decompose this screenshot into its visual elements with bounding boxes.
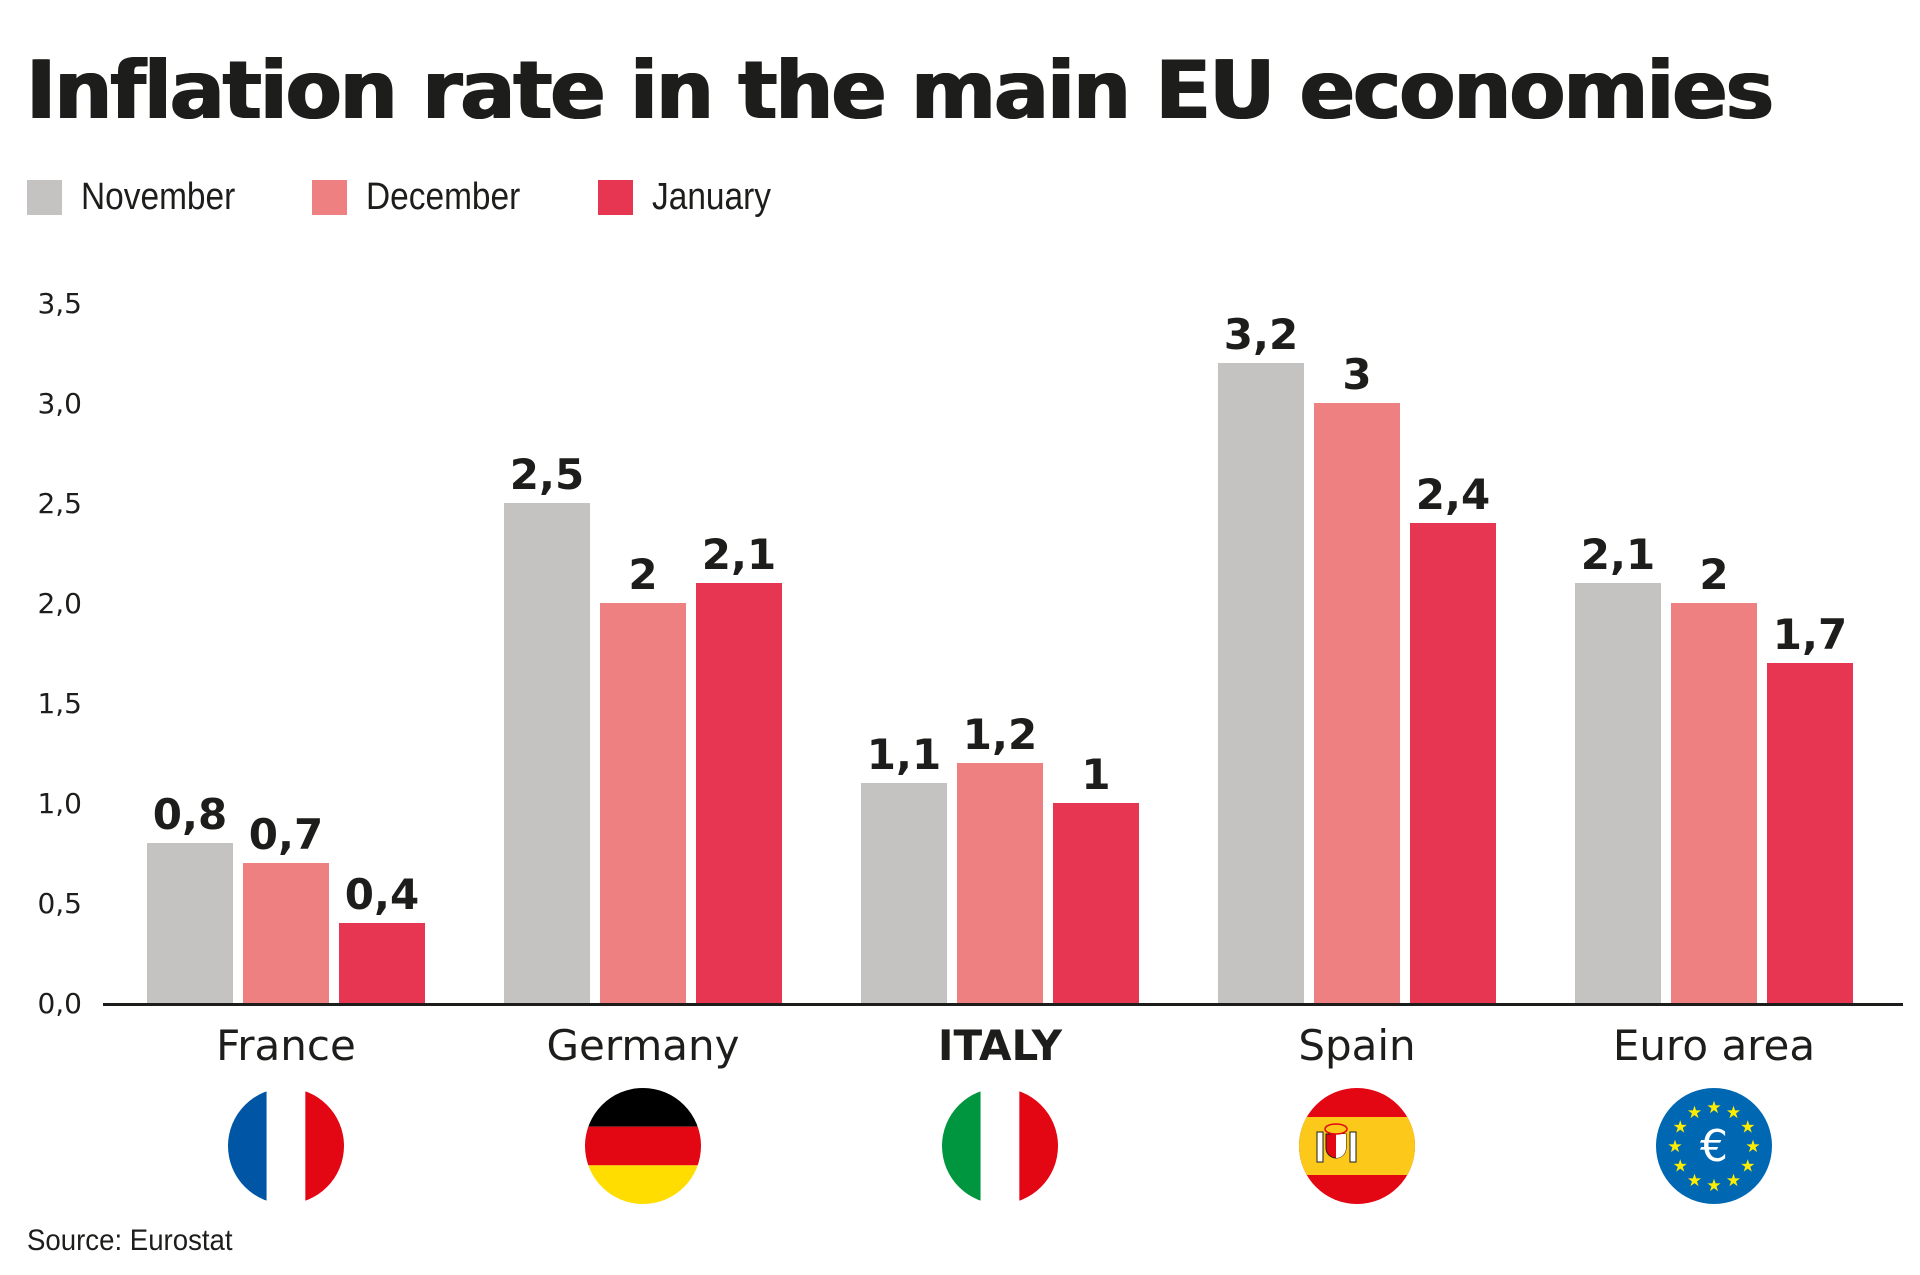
y-tick-label: 0,5 bbox=[37, 887, 82, 920]
bar-december-germany bbox=[600, 603, 686, 1003]
source-note: Source: Eurostat bbox=[27, 1224, 233, 1257]
legend-item-january: January bbox=[597, 176, 787, 219]
legend-item-december: December bbox=[312, 176, 541, 219]
data-label: 1,7 bbox=[1773, 610, 1847, 659]
euro-icon: € bbox=[1700, 1121, 1728, 1172]
bar-january-france bbox=[339, 923, 425, 1003]
eu-flag-icon: ★ ★★★★★★★★★★★€ bbox=[1656, 1088, 1772, 1204]
star-icon: ★ bbox=[1706, 1098, 1721, 1118]
category-label-france: France bbox=[216, 1021, 356, 1070]
germany-flag-icon bbox=[585, 1088, 701, 1204]
category-label-germany: Germany bbox=[546, 1021, 739, 1070]
legend-label-december: December bbox=[366, 176, 521, 218]
star-icon: ★ bbox=[1687, 1103, 1702, 1123]
bar-january-spain bbox=[1410, 523, 1496, 1003]
legend-swatch-december bbox=[312, 180, 348, 215]
italy-flag-icon bbox=[942, 1088, 1058, 1204]
data-label: 3 bbox=[1342, 350, 1371, 399]
star-icon: ★ bbox=[1740, 1118, 1755, 1138]
y-tick-label: 2,0 bbox=[37, 587, 82, 620]
bar-november-italy bbox=[861, 783, 947, 1003]
data-label: 2 bbox=[1699, 550, 1728, 599]
flags: ★ ★★★★★★★★★★★€ bbox=[228, 1088, 1772, 1204]
y-tick-label: 1,0 bbox=[37, 787, 82, 820]
data-label: 0,7 bbox=[249, 810, 323, 859]
data-label: 2,1 bbox=[1581, 530, 1655, 579]
data-label: 3,2 bbox=[1224, 310, 1298, 359]
data-label: 1 bbox=[1081, 750, 1110, 799]
data-label: 2,1 bbox=[702, 530, 776, 579]
category-label-spain: Spain bbox=[1298, 1021, 1415, 1070]
legend: November December January bbox=[27, 176, 843, 219]
legend-label-january: January bbox=[651, 176, 771, 218]
legend-label-november: November bbox=[81, 176, 236, 218]
spain-flag-icon bbox=[1299, 1088, 1415, 1204]
legend-swatch-november bbox=[27, 180, 62, 215]
bar-november-germany bbox=[504, 503, 590, 1003]
bar-november-spain bbox=[1218, 363, 1304, 1003]
star-icon: ★ bbox=[1745, 1137, 1760, 1157]
chart-title: Inflation rate in the main EU economies bbox=[26, 44, 1774, 137]
data-label: 0,4 bbox=[345, 870, 419, 919]
bar-january-italy bbox=[1053, 803, 1139, 1003]
data-label: 0,8 bbox=[153, 790, 227, 839]
bars: 0,8 0,7 0,4 2,5 2 2,1 1,1 1,2 1 3,2 3 2,4 2,1 2 1,7 bbox=[147, 310, 1853, 1003]
bar-november-france bbox=[147, 843, 233, 1003]
data-label: 1,1 bbox=[867, 730, 941, 779]
star-icon: ★ bbox=[1706, 1176, 1721, 1196]
y-axis: 0,0 0,5 1,0 1,5 2,0 2,5 3,0 3,5 bbox=[37, 287, 82, 1020]
france-flag-icon bbox=[228, 1088, 344, 1204]
data-label: 2,5 bbox=[510, 450, 584, 499]
legend-item-november: November bbox=[27, 176, 256, 219]
bar-december-spain bbox=[1314, 403, 1400, 1003]
star-icon: ★ bbox=[1667, 1137, 1682, 1157]
x-axis-categories: France Germany ITALY Spain Euro area bbox=[216, 1021, 1815, 1070]
bar-december-euro-area bbox=[1671, 603, 1757, 1003]
category-label-euro-area: Euro area bbox=[1613, 1021, 1815, 1070]
data-label: 1,2 bbox=[963, 710, 1037, 759]
data-label: 2,4 bbox=[1416, 470, 1490, 519]
bar-december-france bbox=[243, 863, 329, 1003]
y-tick-label: 3,5 bbox=[37, 287, 82, 320]
bar-january-euro-area bbox=[1767, 663, 1853, 1003]
y-tick-label: 1,5 bbox=[37, 687, 82, 720]
bar-december-italy bbox=[957, 763, 1043, 1003]
y-tick-label: 0,0 bbox=[37, 987, 82, 1020]
coat-of-arms-icon bbox=[1316, 1123, 1357, 1163]
legend-swatch-january bbox=[597, 180, 633, 215]
star-icon: ★ bbox=[1726, 1171, 1741, 1191]
y-tick-label: 3,0 bbox=[37, 387, 82, 420]
bar-january-germany bbox=[696, 583, 782, 1003]
star-icon: ★ bbox=[1673, 1118, 1688, 1138]
star-icon: ★ bbox=[1673, 1157, 1688, 1177]
y-tick-label: 2,5 bbox=[37, 487, 82, 520]
star-icon: ★ bbox=[1687, 1171, 1702, 1191]
category-label-italy: ITALY bbox=[938, 1021, 1063, 1070]
bar-november-euro-area bbox=[1575, 583, 1661, 1003]
star-icon: ★ bbox=[1726, 1103, 1741, 1123]
star-icon: ★ bbox=[1740, 1157, 1755, 1177]
data-label: 2 bbox=[628, 550, 657, 599]
